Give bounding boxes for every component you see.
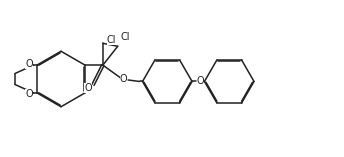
- Text: Cl: Cl: [121, 32, 130, 42]
- Text: O: O: [197, 76, 204, 87]
- Text: O: O: [120, 74, 128, 84]
- Text: O: O: [25, 89, 33, 99]
- Text: O: O: [84, 83, 92, 93]
- Text: O: O: [25, 59, 33, 69]
- Text: Cl: Cl: [107, 35, 116, 45]
